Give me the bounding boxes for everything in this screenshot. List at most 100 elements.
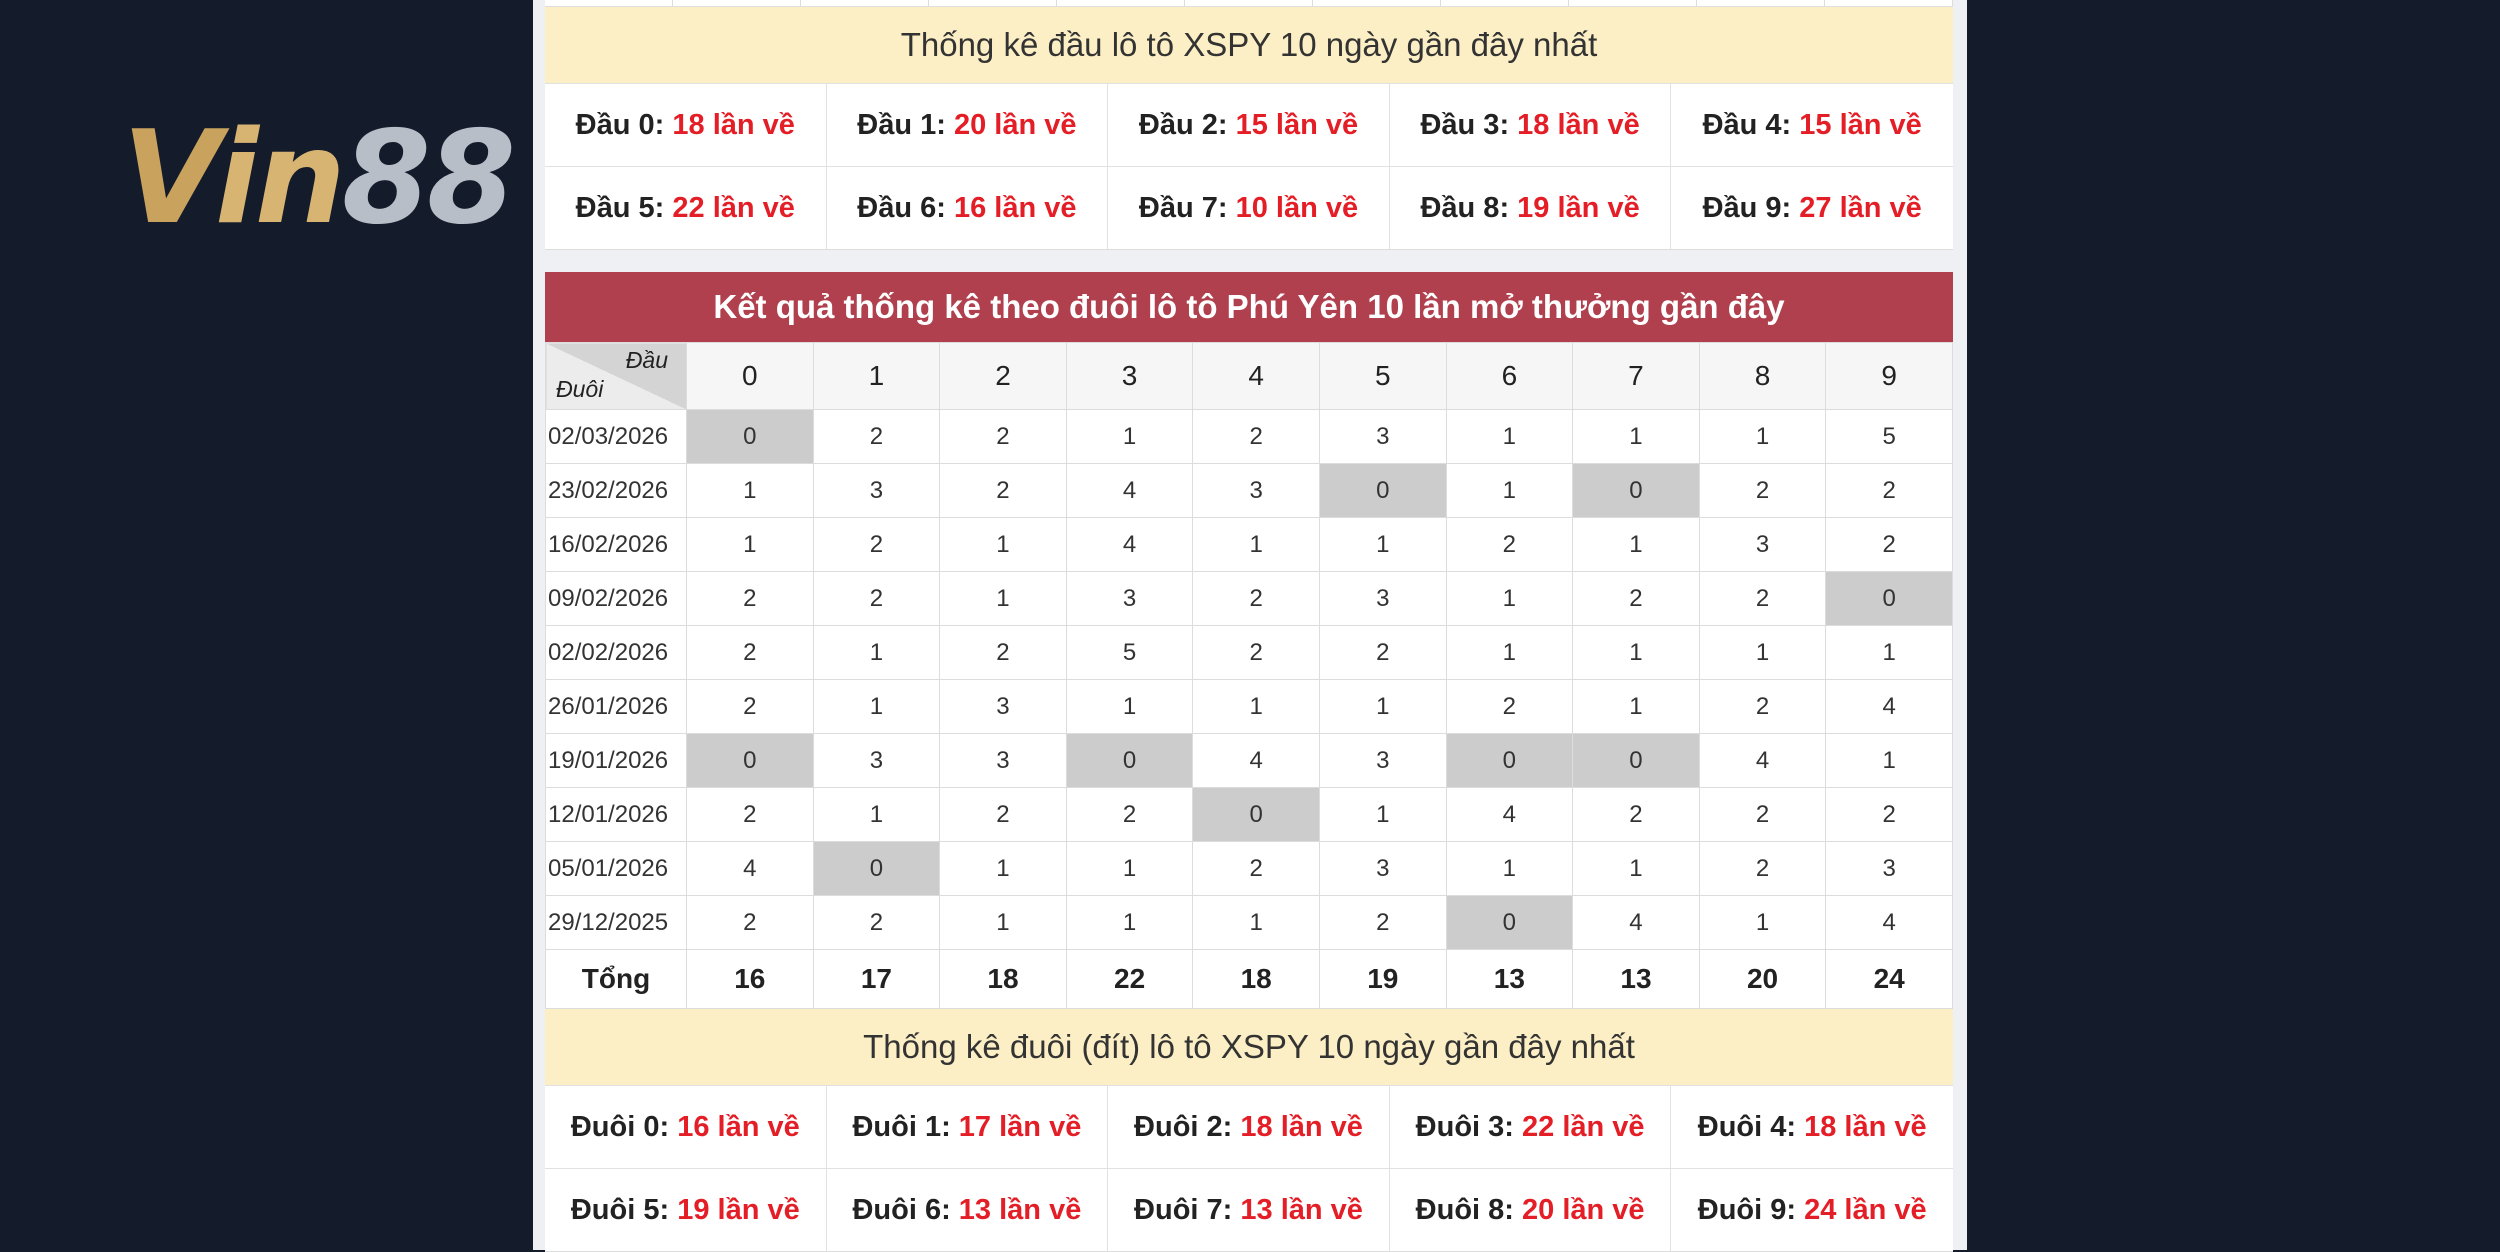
column-header-0: 0 (686, 342, 814, 410)
content-panel: Thống kê đầu lô tô XSPY 10 ngày gần đây … (533, 0, 1967, 1252)
table-cell: 4 (686, 841, 814, 896)
tail-table-title: Kết quả thống kê theo đuôi lô tô Phú Yên… (545, 272, 1953, 342)
table-cell: 0 (1825, 571, 1953, 626)
logo-letter-v: V (122, 104, 219, 253)
head-stat-value: 15 lần về (1799, 109, 1922, 141)
table-cell: 1 (812, 679, 941, 734)
table-cell: 4 (1572, 895, 1700, 950)
head-stat-3: Đầu 3: 18 lần về (1389, 83, 1672, 166)
table-cell: 4 (1065, 463, 1194, 518)
head-stat-label: Đầu 6: (857, 192, 946, 224)
head-stat-label: Đầu 3: (1420, 109, 1510, 141)
tail-stat-value: 17 lần về (958, 1111, 1082, 1143)
tail-stat-label: Đuôi 9: (1697, 1194, 1797, 1226)
head-stat-value: 22 lần về (672, 192, 795, 224)
table-cell: 2 (1825, 463, 1953, 518)
total-cell: 18 (1192, 949, 1320, 1009)
table-cell: 1 (1698, 409, 1827, 464)
table-cell: 1 (939, 895, 1067, 950)
head-stat-0: Đầu 0: 18 lần về (545, 83, 827, 166)
head-stat-label: Đầu 0: (575, 109, 665, 141)
tail-stat-value: 13 lần về (1240, 1194, 1363, 1226)
tail-stat-label: Đuôi 1: (852, 1111, 951, 1143)
total-cell: 20 (1698, 949, 1827, 1009)
head-stat-value: 19 lần về (1517, 192, 1640, 224)
total-cell: 19 (1318, 949, 1447, 1009)
table-cell: 1 (1698, 625, 1827, 680)
table-cell: 0 (686, 409, 814, 464)
tail-stat-1: Đuôi 1: 17 lần về (826, 1085, 1109, 1168)
row-date: 29/12/2025 (545, 895, 687, 950)
table-cell: 3 (1192, 463, 1320, 518)
head-stat-6: Đầu 6: 16 lần về (826, 166, 1109, 249)
head-stat-label: Đầu 5: (575, 192, 665, 224)
table-cell: 2 (1698, 571, 1827, 626)
table-cell: 1 (1572, 625, 1700, 680)
head-stat-label: Đầu 1: (857, 109, 946, 141)
table-cell: 2 (1825, 517, 1953, 572)
table-cell: 2 (1192, 625, 1320, 680)
table-row: 12/01/2026 2 1 2 2 0 1 4 2 2 2 (545, 787, 1953, 842)
tail-stats-title: Thống kê đuôi (đít) lô tô XSPY 10 ngày g… (545, 1009, 1953, 1085)
tail-stat-0: Đuôi 0: 16 lần về (545, 1085, 827, 1168)
table-cell: 1 (1192, 895, 1320, 950)
head-stat-label: Đầu 8: (1420, 192, 1510, 224)
table-cell: 2 (686, 625, 814, 680)
table-cell: 0 (1065, 733, 1194, 788)
logo-number: 88 (341, 104, 516, 253)
table-corner-cell: Đầu Đuôi (545, 342, 687, 410)
table-cell: 0 (1572, 463, 1700, 518)
table-cell: 3 (1318, 571, 1447, 626)
tail-stat-label: Đuôi 7: (1134, 1194, 1233, 1226)
table-cell: 3 (939, 679, 1067, 734)
table-cell: 2 (812, 409, 941, 464)
table-cell: 2 (686, 571, 814, 626)
table-cell: 2 (1192, 409, 1320, 464)
table-cell: 1 (1572, 517, 1700, 572)
table-cell: 2 (1698, 679, 1827, 734)
column-header-6: 6 (1445, 342, 1574, 410)
table-cell: 1 (939, 841, 1067, 896)
tail-stat-5: Đuôi 5: 19 lần về (545, 1168, 827, 1251)
table-cell: 2 (812, 517, 941, 572)
column-header-9: 9 (1825, 342, 1953, 410)
tail-stat-4: Đuôi 4: 18 lần về (1671, 1085, 1953, 1168)
total-cell: 13 (1445, 949, 1574, 1009)
head-stat-value: 15 lần về (1235, 109, 1359, 141)
tail-stat-label: Đuôi 4: (1697, 1111, 1797, 1143)
total-label: Tổng (545, 949, 687, 1009)
table-cell: 1 (1445, 625, 1574, 680)
table-row: 16/02/2026 1 2 1 4 1 1 2 1 3 2 (545, 517, 1953, 572)
table-cell: 1 (1825, 733, 1953, 788)
row-date: 26/01/2026 (545, 679, 687, 734)
vin88-logo[interactable]: Vin88 (122, 115, 516, 243)
head-stat-value: 27 lần về (1799, 192, 1922, 224)
table-cell: 0 (686, 733, 814, 788)
table-cell: 1 (1318, 787, 1447, 842)
tail-stat-value: 18 lần về (1804, 1111, 1927, 1143)
table-cell: 1 (1572, 679, 1700, 734)
tail-stat-3: Đuôi 3: 22 lần về (1389, 1085, 1672, 1168)
head-stat-value: 16 lần về (953, 192, 1077, 224)
head-stat-value: 20 lần về (953, 109, 1077, 141)
table-row: 02/03/2026 0 2 2 1 2 3 1 1 1 5 (545, 409, 1953, 464)
head-stat-value: 10 lần về (1235, 192, 1359, 224)
row-date: 19/01/2026 (545, 733, 687, 788)
previous-table-edge (545, 0, 1953, 7)
tail-stat-value: 13 lần về (958, 1194, 1082, 1226)
table-cell: 0 (812, 841, 941, 896)
table-cell: 4 (1825, 679, 1953, 734)
row-date: 02/02/2026 (545, 625, 687, 680)
column-header-1: 1 (812, 342, 941, 410)
table-cell: 1 (1065, 895, 1194, 950)
table-cell: 5 (1065, 625, 1194, 680)
table-cell: 1 (1065, 679, 1194, 734)
total-cell: 22 (1065, 949, 1194, 1009)
column-header-4: 4 (1192, 342, 1320, 410)
table-cell: 2 (939, 625, 1067, 680)
table-cell: 3 (1318, 409, 1447, 464)
corner-label-duoi: Đuôi (556, 376, 604, 402)
total-cell: 13 (1572, 949, 1700, 1009)
head-stats-grid: Đầu 0: 18 lần về Đầu 1: 20 lần về Đầu 2: 1… (545, 83, 1953, 250)
